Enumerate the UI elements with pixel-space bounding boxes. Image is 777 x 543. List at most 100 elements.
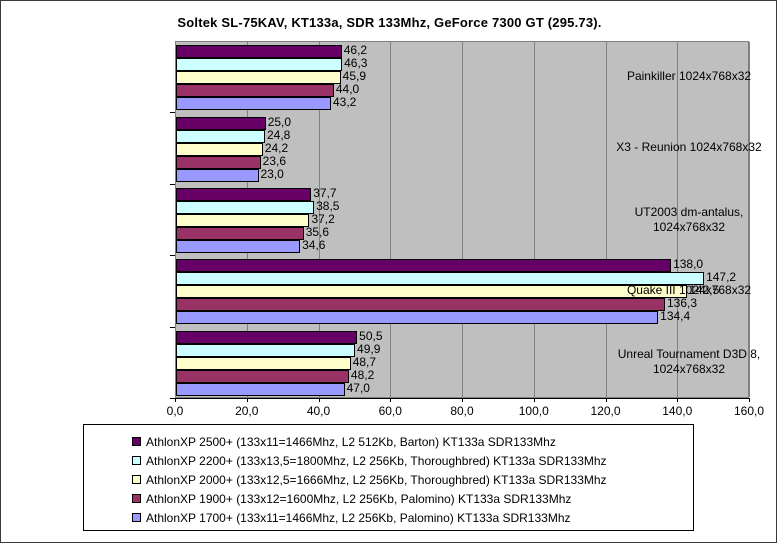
x-axis-tick [390, 398, 392, 402]
category-label: Quake III 1024x768x32 [626, 282, 752, 297]
bar [176, 71, 341, 85]
x-axis-tick [175, 398, 176, 402]
bar-value-label: 25,0 [267, 114, 292, 129]
x-axis-tick-label: 100,0 [518, 404, 549, 418]
gridline [533, 42, 535, 397]
bar-value-label: 47,0 [346, 380, 370, 395]
category-label: Painkiller 1024x768x32 [626, 68, 752, 83]
bar [176, 227, 304, 240]
bar-value-label: 38,5 [316, 199, 340, 213]
bar [176, 142, 263, 156]
bar-value-label: 34,6 [302, 238, 326, 252]
bar-value-label: 147,2 [706, 270, 737, 285]
bar [176, 168, 259, 182]
x-axis-tick-label: 160,0 [733, 404, 765, 418]
bar [176, 285, 688, 299]
bar [176, 259, 672, 273]
category-axis-tick [170, 255, 175, 256]
legend-swatch [132, 456, 141, 465]
bar [176, 356, 351, 370]
bar [176, 298, 665, 312]
bar [176, 214, 310, 227]
gridline [749, 42, 750, 397]
bar-value-label: 46,3 [344, 56, 368, 71]
bar-value-label: 23,0 [260, 166, 284, 181]
bar-value-label: 35,6 [305, 225, 330, 239]
bar [176, 188, 312, 201]
legend-label: AthlonXP 2000+ (133x12,5=1666Mhz, L2 256… [146, 472, 607, 487]
bar [176, 240, 301, 253]
legend-swatch [132, 513, 141, 522]
x-axis-tick [749, 398, 750, 402]
bar [176, 201, 315, 214]
legend-swatch [132, 494, 141, 503]
bar [176, 45, 342, 59]
bar [176, 155, 261, 169]
chart-title: Soltek SL-75KAV, KT133a, SDR 133Mhz, GeF… [177, 15, 602, 30]
bar-value-label: 43,2 [332, 95, 357, 110]
bar-value-label: 37,2 [311, 212, 335, 226]
gridline [605, 42, 607, 397]
bar-value-label: 24,8 [266, 127, 291, 142]
bar-value-label: 37,7 [313, 186, 337, 200]
bar [176, 369, 349, 383]
bar [176, 311, 659, 325]
bar [176, 129, 265, 143]
plot-area [175, 41, 750, 398]
bar [176, 343, 356, 357]
bar [176, 382, 345, 396]
x-axis-tick-label: 20,0 [235, 404, 259, 418]
x-axis-tick [677, 398, 679, 402]
legend-swatch [132, 475, 141, 484]
legend-item[interactable]: AthlonXP 1700+ (133x11=1466Mhz, L2 256Kb… [84, 508, 693, 527]
x-axis-tick-label: 40,0 [306, 404, 331, 418]
category-axis-tick [170, 398, 175, 399]
x-axis-tick [246, 398, 248, 402]
bar [176, 272, 705, 286]
bar-value-label: 142,5 [689, 283, 720, 298]
bar [176, 116, 266, 130]
category-label: X3 - Reunion 1024x768x32 [616, 140, 762, 155]
category-axis-tick [170, 184, 175, 185]
x-axis-tick-label: 140,0 [662, 404, 693, 418]
bar-value-label: 45,9 [342, 69, 367, 84]
bar [176, 84, 334, 98]
x-axis-tick-label: 60,0 [378, 404, 402, 418]
bar-value-label: 138,0 [673, 257, 704, 272]
x-axis-tick [462, 398, 463, 402]
bar-value-label: 134,4 [660, 309, 691, 324]
chart-legend: AthlonXP 2500+ (133x11=1466Mhz, L2 512Kb… [83, 424, 694, 531]
bar-value-label: 48,2 [350, 367, 375, 382]
legend-label: AthlonXP 2500+ (133x11=1466Mhz, L2 512Kb… [146, 434, 556, 449]
bar-value-label: 50,5 [359, 328, 383, 343]
x-axis-tick-label: 0,0 [166, 404, 184, 418]
legend-item[interactable]: AthlonXP 2200+ (133x13,5=1800Mhz, L2 256… [84, 451, 693, 470]
legend-item[interactable]: AthlonXP 1900+ (133x12=1600Mhz, L2 256Kb… [84, 489, 693, 508]
legend-label: AthlonXP 1700+ (133x11=1466Mhz, L2 256Kb… [146, 510, 571, 525]
gridline [390, 42, 392, 397]
bar-value-label: 49,9 [357, 341, 381, 356]
bar [176, 330, 358, 344]
legend-swatch [132, 437, 141, 446]
bar [176, 97, 331, 111]
gridline [677, 42, 679, 397]
category-label: UT2003 dm-antalus, 1024x768x32 [634, 204, 744, 234]
x-axis-tick [605, 398, 607, 402]
category-axis-tick [170, 327, 175, 328]
legend-item[interactable]: AthlonXP 2500+ (133x11=1466Mhz, L2 512Kb… [84, 432, 693, 451]
bar [176, 58, 343, 72]
bar-value-label: 44,0 [335, 82, 360, 97]
legend-label: AthlonXP 2200+ (133x13,5=1800Mhz, L2 256… [146, 453, 607, 468]
x-axis-tick-label: 80,0 [450, 404, 474, 418]
x-axis-tick-label: 120,0 [590, 404, 621, 418]
legend-item[interactable]: AthlonXP 2000+ (133x12,5=1666Mhz, L2 256… [84, 470, 693, 489]
bar-value-label: 23,6 [262, 153, 287, 168]
x-axis-tick [533, 398, 535, 402]
gridline [318, 42, 320, 397]
bar-value-label: 48,7 [352, 354, 377, 369]
x-axis-tick [318, 398, 320, 402]
gridline [462, 42, 463, 397]
category-label: Unreal Tournament D3D 8, 1024x768x32 [617, 347, 761, 377]
legend-label: AthlonXP 1900+ (133x12=1600Mhz, L2 256Kb… [146, 491, 572, 506]
